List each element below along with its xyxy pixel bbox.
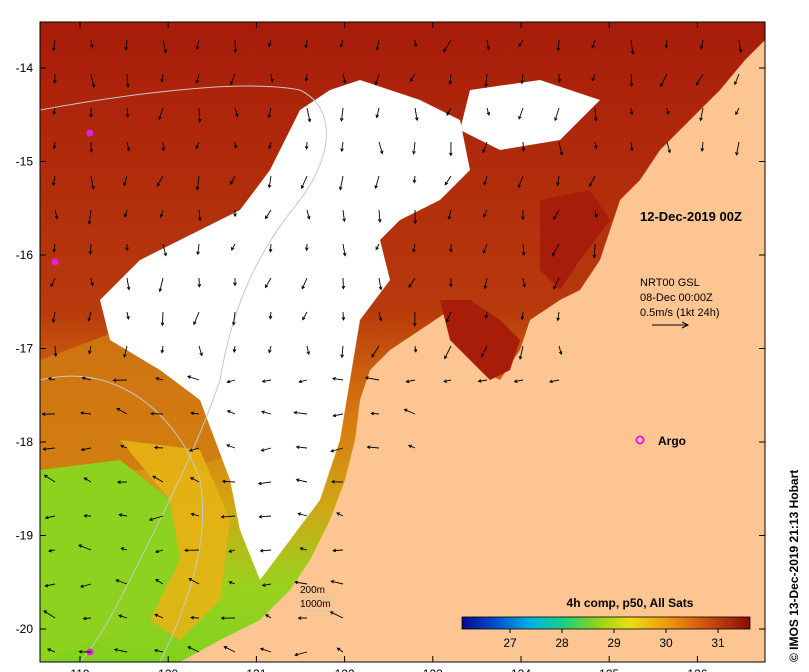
x-tick-label: 126 xyxy=(687,667,707,672)
depth-label-200m: 200m xyxy=(300,585,325,596)
x-tick-label: 121 xyxy=(246,667,266,672)
colorbar: 4h comp, p50, All Sats 27 28 29 30 31 xyxy=(461,596,751,650)
colorbar-tick-label: 27 xyxy=(503,636,517,650)
coastal-warm-patches xyxy=(440,190,610,380)
depth-contour-1000m xyxy=(40,375,204,662)
y-tick-label: -16 xyxy=(16,248,34,262)
sst-yellow-region xyxy=(120,440,230,640)
current-legend: NRT00 GSL 08-Dec 00:00Z 0.5m/s (1kt 24h) xyxy=(640,277,719,329)
y-tick-label: -19 xyxy=(16,529,34,543)
argo-legend: Argo xyxy=(635,434,686,448)
current-legend-line2: 08-Dec 00:00Z xyxy=(640,292,713,304)
current-vectors xyxy=(41,39,743,657)
argo-legend-marker xyxy=(635,435,645,445)
y-tick-label: -14 xyxy=(16,61,34,75)
y-tick-label: -15 xyxy=(16,155,34,169)
cloud-mask xyxy=(100,80,470,580)
plot-frame xyxy=(39,21,766,663)
x-tick-label: 123 xyxy=(423,667,443,672)
current-legend-line1: NRT00 GSL xyxy=(640,277,700,289)
colorbar-tick-label: 29 xyxy=(607,636,621,650)
colorbar-tick-label: 28 xyxy=(555,636,569,650)
colorbar-scale xyxy=(461,616,751,630)
y-tick-label: -17 xyxy=(16,342,34,356)
x-tick-label: 125 xyxy=(599,667,619,672)
colorbar-tick-label: 30 xyxy=(659,636,673,650)
cloud-patch-north xyxy=(460,80,600,150)
depth-label-1000m: 1000m xyxy=(300,599,331,610)
argo-legend-label: Argo xyxy=(658,434,686,448)
x-tick-label: 119 xyxy=(70,667,89,672)
colorbar-title: 4h comp, p50, All Sats xyxy=(567,596,694,610)
current-legend-line3: 0.5m/s (1kt 24h) xyxy=(640,307,719,319)
date-label: 12-Dec-2019 00Z xyxy=(640,209,742,224)
sst-cool-region xyxy=(40,460,180,662)
argo-float[interactable] xyxy=(86,129,94,137)
x-tick-label: 124 xyxy=(511,667,531,672)
credit: © IMOS 13-Dec-2019 21:13 Hobart xyxy=(787,470,801,662)
colorbar-tick-label: 31 xyxy=(711,636,725,650)
depth-contour-200m xyxy=(40,85,327,662)
x-tick-label: 122 xyxy=(335,667,355,672)
y-tick-label: -18 xyxy=(16,435,34,449)
x-tick-label: 120 xyxy=(158,667,178,672)
x-axis: 119 120 121 122 123 124 125 126 xyxy=(70,22,708,672)
y-tick-label: -20 xyxy=(16,622,34,636)
argo-float[interactable] xyxy=(51,258,59,266)
depth-legend: 200m 1000m xyxy=(300,585,340,612)
y-axis: -14 -15 -16 -17 -18 -19 -20 xyxy=(16,61,765,636)
scale-arrow-head xyxy=(681,321,690,329)
